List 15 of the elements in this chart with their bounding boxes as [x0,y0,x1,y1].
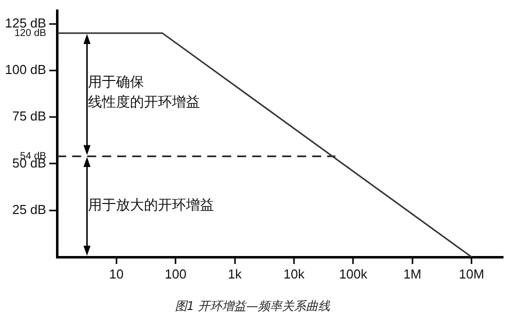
x-tick-label: 100k [339,266,368,282]
y-tick-label: 25 dB [12,202,46,217]
y-tick-label: 100 dB [5,62,46,78]
x-tick-label: 1M [403,266,422,282]
annotation: 线性度的开环增益 [88,94,200,111]
x-tick-label: 10 [109,266,124,282]
annotation: 用于确保 [88,74,144,91]
x-tick-label: 10k [283,266,305,282]
x-tick-label: 100 [164,266,186,282]
x-tick-label: 10M [458,266,484,282]
y-tick-label: 120 dB [14,28,47,39]
text: 图1 开环增益—频率关系曲线 [174,298,332,313]
annotation: 用于放大的开环增益 [88,198,214,214]
x-tick-label: 1k [228,266,242,282]
y-tick-label: 75 dB [12,108,46,124]
